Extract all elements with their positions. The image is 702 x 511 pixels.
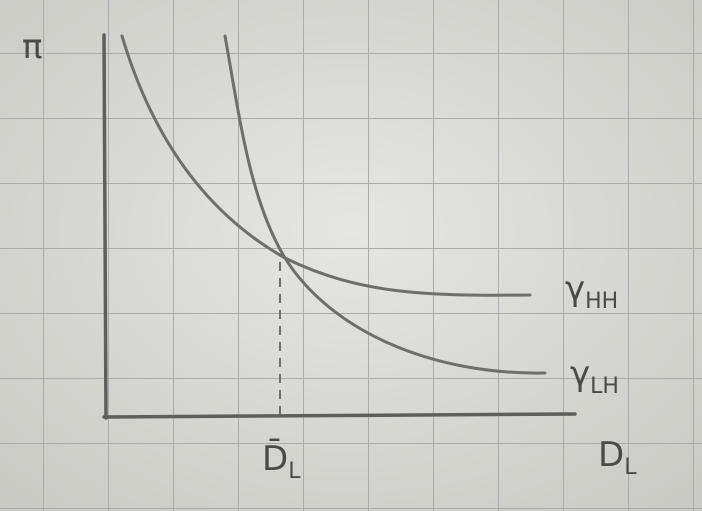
curve-symbol: γ bbox=[570, 354, 590, 394]
y-axis bbox=[102, 33, 108, 420]
x-axis-subscript: L bbox=[624, 455, 637, 480]
curve-symbol: γ bbox=[565, 269, 585, 309]
marker-symbol: D̄ bbox=[262, 438, 288, 479]
x-axis-symbol: D bbox=[598, 435, 624, 475]
marker-subscript: L bbox=[288, 459, 301, 484]
curve-label: γLH bbox=[570, 354, 619, 399]
x-axis bbox=[102, 412, 577, 419]
x-axis-label: DL bbox=[598, 435, 637, 480]
marker-label: D̄L bbox=[262, 438, 301, 484]
curve-lh bbox=[223, 34, 547, 375]
curve-subscript: LH bbox=[590, 374, 619, 399]
curve-label: γHH bbox=[565, 269, 618, 314]
y-axis-label: π bbox=[22, 27, 42, 67]
curve-subscript: HH bbox=[585, 289, 618, 314]
